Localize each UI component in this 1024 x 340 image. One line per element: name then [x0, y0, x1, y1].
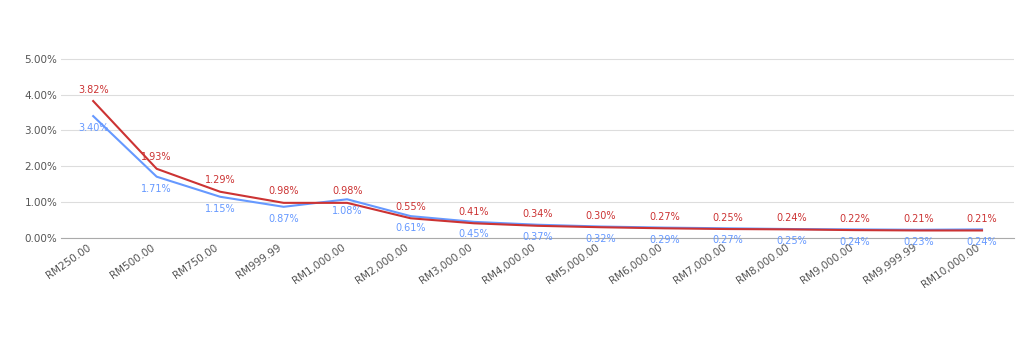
Text: 1.71%: 1.71%	[141, 184, 172, 194]
Text: 0.61%: 0.61%	[395, 223, 426, 233]
Text: 0.87%: 0.87%	[268, 214, 299, 224]
Text: 0.25%: 0.25%	[776, 236, 807, 246]
Text: 3.82%: 3.82%	[78, 85, 109, 95]
Text: 1.08%: 1.08%	[332, 206, 362, 217]
Text: 0.24%: 0.24%	[967, 237, 997, 246]
Text: 0.32%: 0.32%	[586, 234, 616, 244]
Text: 0.37%: 0.37%	[522, 232, 553, 242]
Text: 0.27%: 0.27%	[713, 236, 743, 245]
Text: 0.45%: 0.45%	[459, 229, 489, 239]
Text: 0.55%: 0.55%	[395, 202, 426, 212]
Text: 0.34%: 0.34%	[522, 209, 553, 219]
Text: 1.29%: 1.29%	[205, 175, 236, 185]
Text: 0.21%: 0.21%	[967, 214, 997, 224]
Text: 1.15%: 1.15%	[205, 204, 236, 214]
Text: 0.22%: 0.22%	[840, 214, 870, 224]
Text: 0.30%: 0.30%	[586, 211, 616, 221]
Text: 0.24%: 0.24%	[840, 237, 870, 246]
Text: 0.24%: 0.24%	[776, 213, 807, 223]
Text: 0.21%: 0.21%	[903, 214, 934, 224]
Text: 0.29%: 0.29%	[649, 235, 680, 245]
Text: 0.98%: 0.98%	[332, 186, 362, 197]
Text: 0.23%: 0.23%	[903, 237, 934, 247]
Text: 1.93%: 1.93%	[141, 152, 172, 162]
Text: 0.41%: 0.41%	[459, 207, 489, 217]
Text: 3.40%: 3.40%	[78, 123, 109, 133]
Text: 0.98%: 0.98%	[268, 186, 299, 197]
Text: 0.25%: 0.25%	[713, 212, 743, 223]
Legend: 	[532, 17, 543, 28]
Text: 0.27%: 0.27%	[649, 212, 680, 222]
